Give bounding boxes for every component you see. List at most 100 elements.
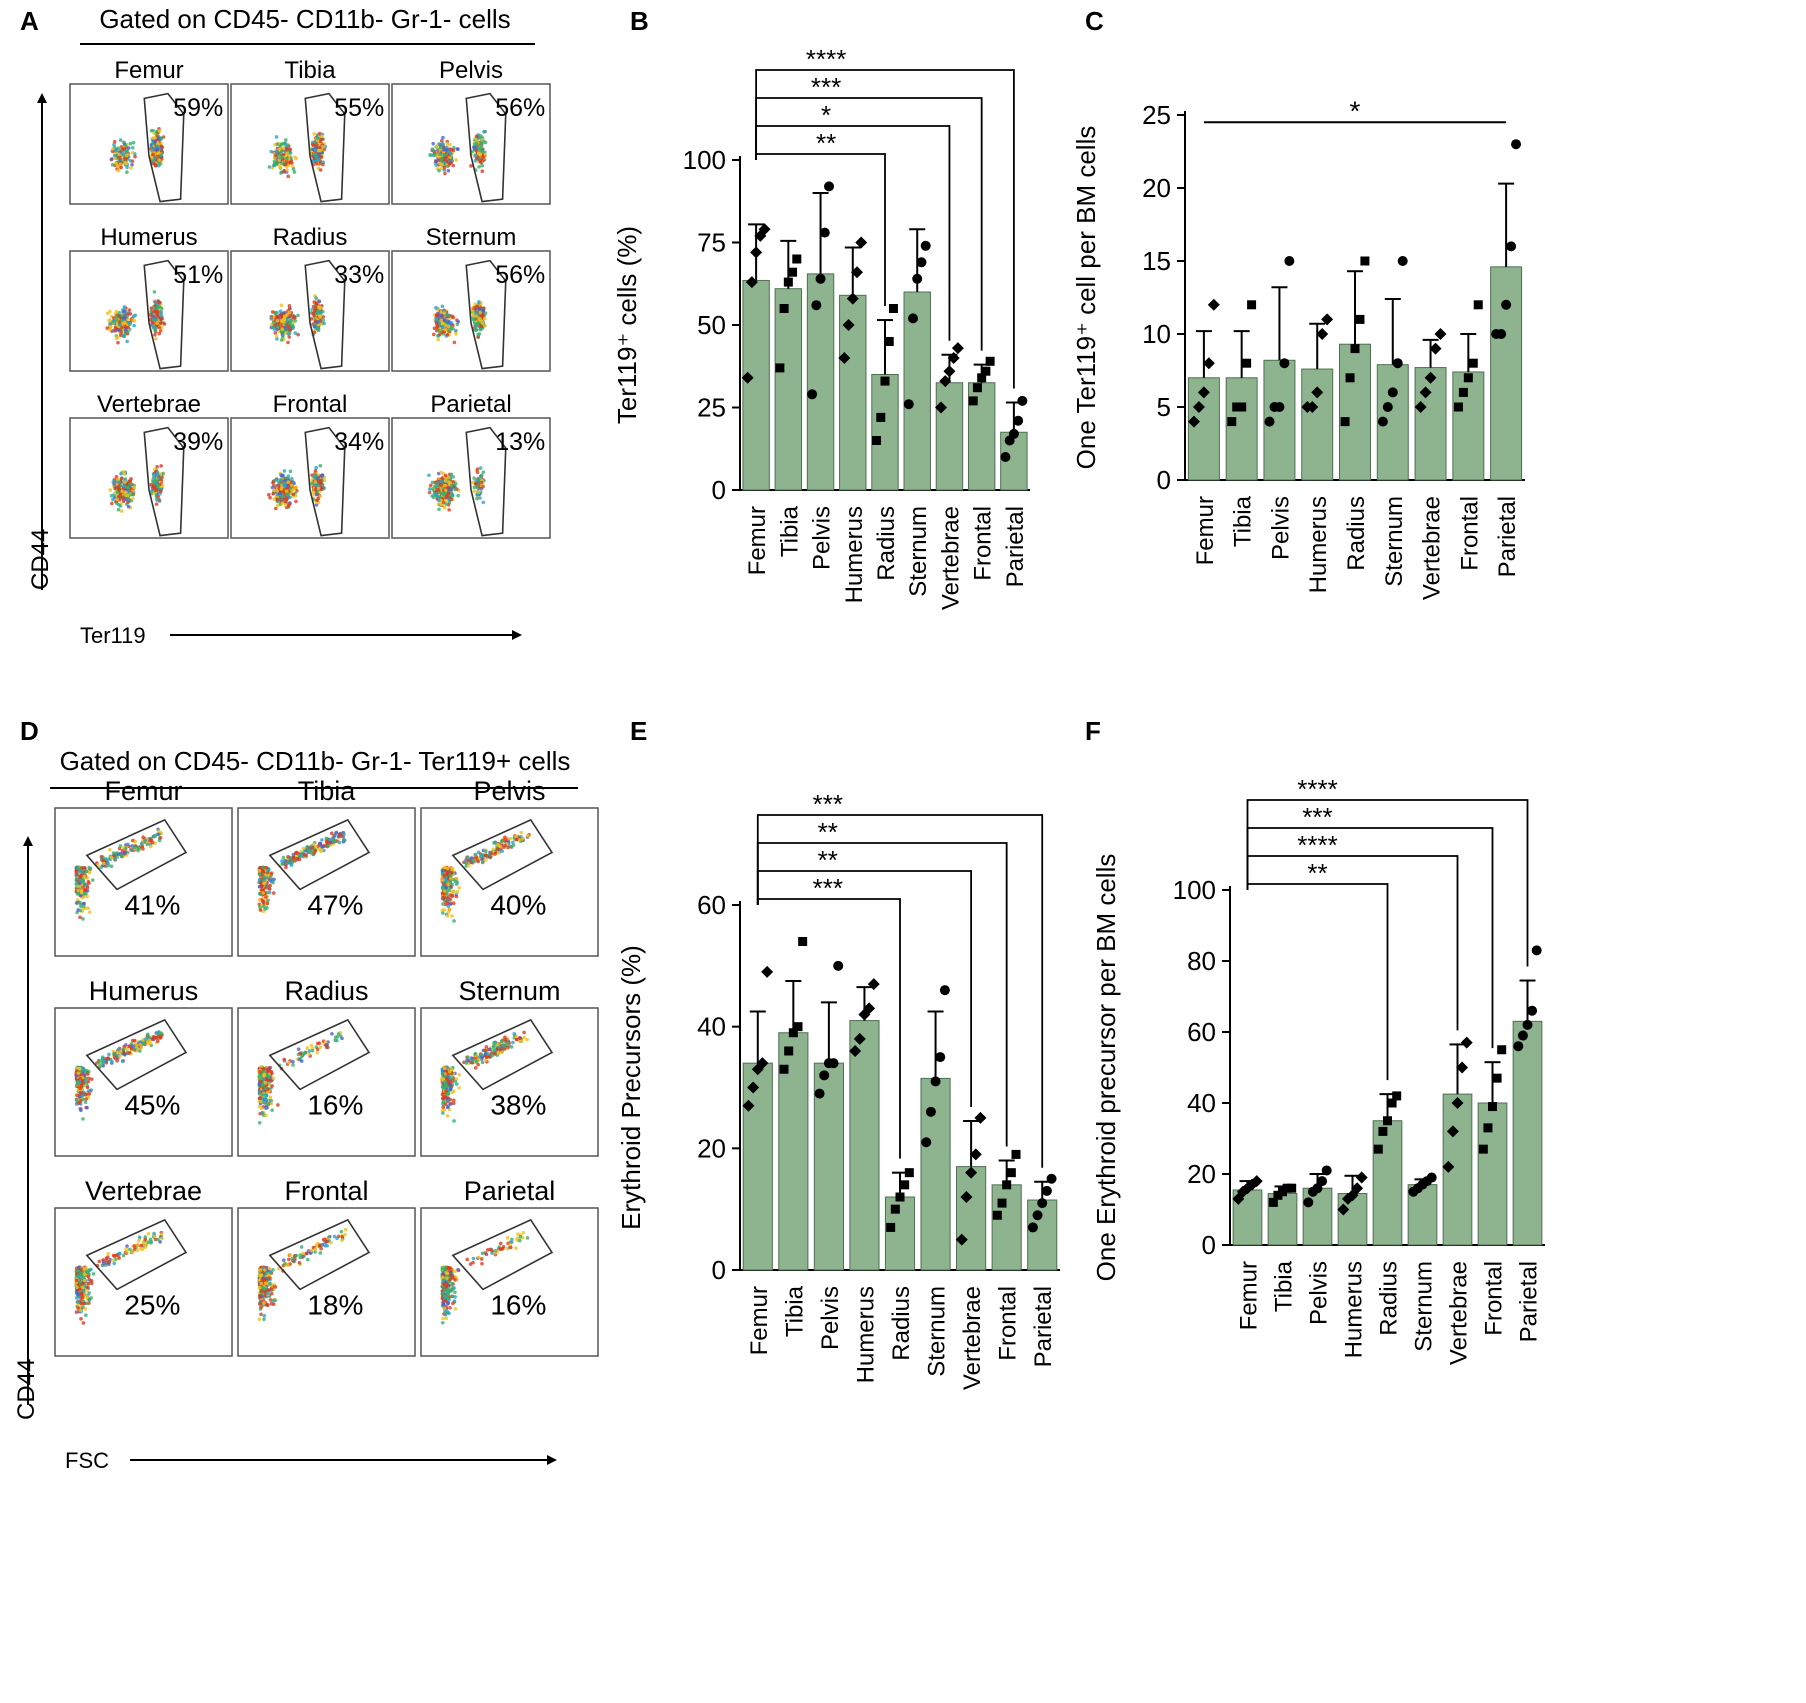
flow-event bbox=[81, 917, 85, 921]
flow-event bbox=[445, 1114, 450, 1118]
flow-event bbox=[126, 500, 130, 505]
flow-event bbox=[269, 1098, 273, 1103]
flow-event bbox=[79, 904, 83, 909]
flow-event bbox=[434, 159, 439, 164]
flow-density-cloud bbox=[105, 290, 167, 345]
flow-event bbox=[257, 869, 262, 873]
flow-event bbox=[159, 1031, 163, 1036]
flow-event bbox=[435, 494, 440, 499]
flow-event bbox=[336, 834, 341, 839]
flow-event bbox=[310, 1048, 315, 1053]
flow-event bbox=[476, 151, 481, 156]
flow-event bbox=[159, 144, 164, 149]
flow-event bbox=[296, 313, 300, 318]
flow-event bbox=[472, 317, 477, 322]
flow-event bbox=[269, 316, 274, 321]
flow-event bbox=[77, 1067, 82, 1071]
flow-event bbox=[307, 848, 311, 853]
flow-event bbox=[108, 322, 112, 326]
flow-event bbox=[509, 845, 514, 849]
flow-density-cloud bbox=[109, 126, 166, 175]
flow-event bbox=[286, 854, 290, 859]
flow-event bbox=[443, 902, 448, 907]
flow-event bbox=[111, 147, 115, 151]
flow-event bbox=[102, 1059, 107, 1064]
flow-event bbox=[477, 165, 481, 169]
flow-event bbox=[157, 331, 162, 336]
flow-event bbox=[312, 325, 317, 329]
flow-event bbox=[439, 166, 444, 171]
flow-event bbox=[446, 882, 451, 886]
flow-event bbox=[267, 890, 272, 895]
flow-event bbox=[492, 841, 496, 845]
flow-event bbox=[321, 318, 325, 322]
flow-event bbox=[143, 838, 148, 843]
flow-event bbox=[108, 324, 113, 329]
flow-density-cloud bbox=[431, 299, 488, 345]
flow-event bbox=[114, 474, 119, 479]
flow-event bbox=[483, 316, 487, 321]
flow-event bbox=[443, 323, 448, 327]
flow-event bbox=[154, 472, 159, 476]
flow-event bbox=[151, 834, 156, 839]
gate-percentage: 40% bbox=[490, 890, 546, 921]
flow-event bbox=[155, 148, 159, 152]
flow-event bbox=[128, 482, 132, 486]
flow-event bbox=[145, 842, 150, 847]
flow-event bbox=[123, 480, 127, 484]
flow-event bbox=[439, 318, 444, 323]
flow-event bbox=[435, 322, 439, 326]
flow-event bbox=[450, 493, 455, 497]
panel-label-a: A bbox=[20, 6, 39, 36]
flow-event bbox=[280, 142, 285, 146]
flow-event bbox=[275, 497, 279, 502]
flow-event bbox=[315, 320, 320, 324]
flow-event bbox=[135, 1045, 139, 1049]
flow-event bbox=[292, 855, 296, 860]
flow-event bbox=[109, 855, 114, 860]
flow-event bbox=[440, 321, 445, 326]
flow-event bbox=[90, 1077, 94, 1081]
flow-event bbox=[293, 319, 298, 323]
flow-event bbox=[473, 852, 478, 857]
flow-event bbox=[270, 1084, 274, 1088]
flow-event bbox=[511, 1040, 515, 1045]
panel-label-d: D bbox=[20, 716, 39, 746]
flow-event bbox=[152, 473, 156, 477]
flow-event bbox=[122, 309, 126, 314]
flow-event bbox=[504, 838, 508, 842]
flow-event bbox=[289, 483, 294, 488]
flow-plot-title: Parietal bbox=[430, 391, 511, 418]
flow-event bbox=[128, 141, 133, 146]
flow-event bbox=[275, 337, 279, 341]
flow-event bbox=[126, 485, 131, 490]
flow-event bbox=[112, 316, 116, 320]
flow-event bbox=[455, 889, 460, 894]
flow-event bbox=[281, 855, 286, 860]
flow-event bbox=[257, 1089, 262, 1093]
flow-event bbox=[138, 1042, 142, 1047]
flow-plot-frame bbox=[69, 83, 229, 205]
flow-event bbox=[341, 838, 346, 842]
flow-event bbox=[122, 472, 126, 476]
flow-event bbox=[294, 851, 299, 856]
flow-event bbox=[271, 325, 276, 330]
flow-event bbox=[311, 490, 316, 495]
flow-event bbox=[315, 492, 319, 497]
gate-percentage: 45% bbox=[124, 1090, 180, 1121]
flow-event bbox=[130, 496, 135, 501]
gate-polygon bbox=[143, 92, 185, 203]
flow-event bbox=[156, 136, 161, 141]
flow-event bbox=[428, 483, 433, 488]
flow-event bbox=[282, 310, 287, 315]
flow-event bbox=[130, 150, 135, 155]
flow-event bbox=[477, 307, 481, 311]
flow-event bbox=[275, 142, 280, 146]
flow-event bbox=[152, 290, 157, 294]
flow-event bbox=[446, 898, 451, 903]
flow-event bbox=[481, 484, 485, 489]
flow-plot-title: Vertebrae bbox=[97, 391, 201, 418]
flow-plot-frame bbox=[230, 250, 390, 372]
